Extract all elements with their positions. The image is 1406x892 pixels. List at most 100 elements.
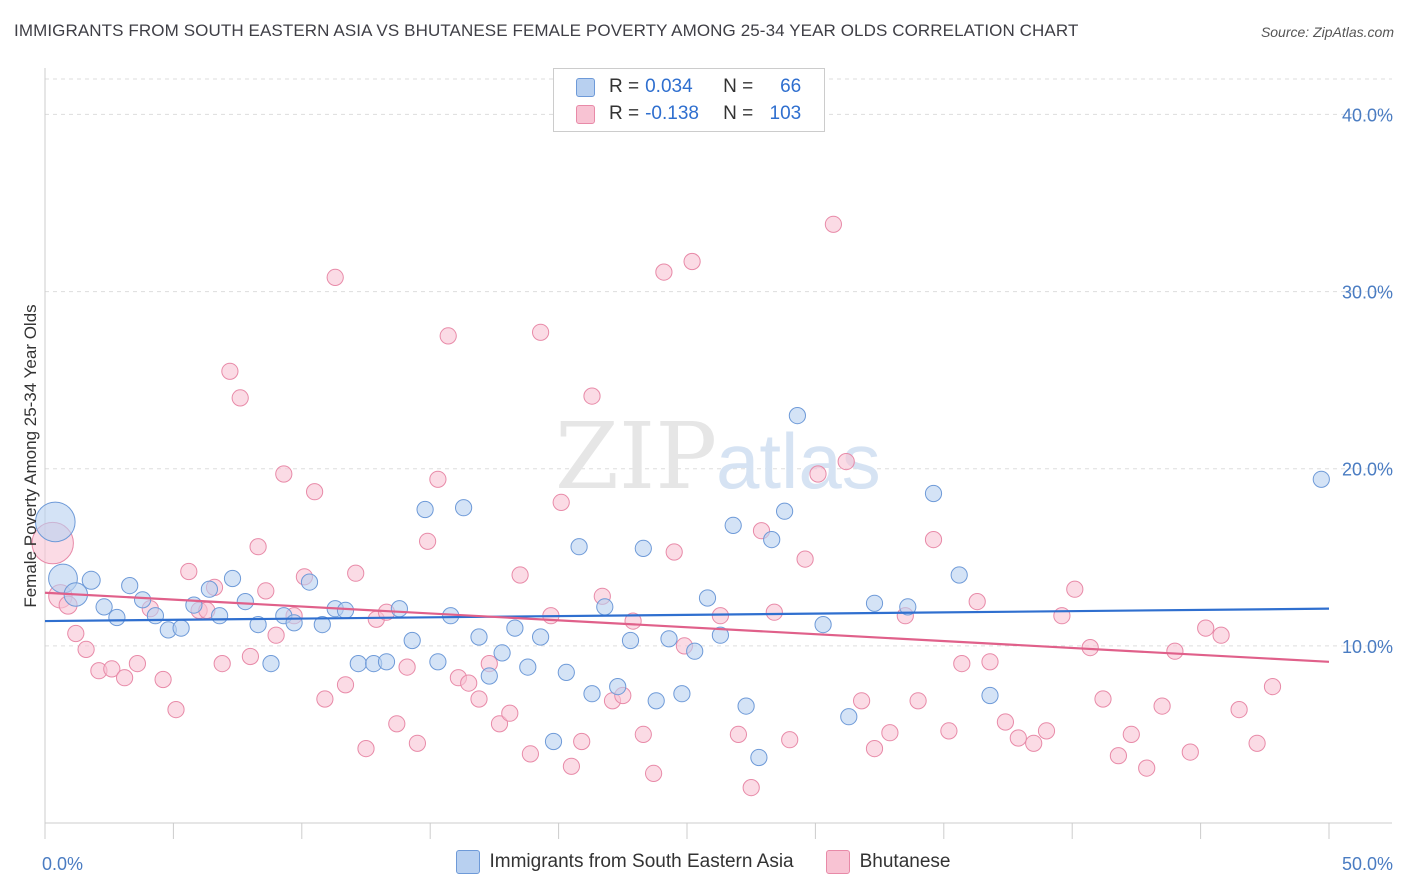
point-bhutanese <box>306 483 324 501</box>
legend-r-label: R = <box>609 76 640 97</box>
point-immigrants <box>35 501 76 543</box>
point-bhutanese <box>573 732 591 751</box>
point-immigrants <box>981 686 999 705</box>
point-bhutanese <box>824 215 843 233</box>
point-immigrants <box>776 502 794 520</box>
point-bhutanese <box>634 725 652 744</box>
point-bhutanese <box>742 779 760 797</box>
point-bhutanese <box>562 757 581 775</box>
point-bhutanese <box>683 252 701 271</box>
point-immigrants <box>570 538 588 556</box>
point-bhutanese <box>388 715 406 733</box>
point-immigrants <box>470 628 488 646</box>
point-bhutanese <box>837 453 855 471</box>
point-immigrants <box>81 570 101 590</box>
point-bhutanese <box>853 692 871 710</box>
point-bhutanese <box>1037 722 1056 740</box>
legend-label-immigrants: Immigrants from South Eastern Asia <box>489 851 794 872</box>
point-immigrants <box>1312 470 1330 488</box>
point-bhutanese <box>241 647 259 666</box>
point-immigrants <box>750 748 768 767</box>
point-immigrants <box>763 531 781 549</box>
point-bhutanese <box>1181 743 1199 761</box>
point-bhutanese <box>357 740 375 758</box>
point-bhutanese <box>1166 642 1184 660</box>
point-bhutanese <box>583 387 601 405</box>
point-bhutanese <box>275 465 293 483</box>
point-immigrants <box>557 663 575 682</box>
watermark-zip: ZIP <box>555 403 717 510</box>
point-immigrants <box>583 685 601 703</box>
point-bhutanese <box>729 725 748 744</box>
point-immigrants <box>108 608 126 627</box>
point-bhutanese <box>67 624 85 643</box>
point-bhutanese <box>398 658 416 676</box>
point-immigrants <box>172 619 190 637</box>
point-bhutanese <box>881 724 899 742</box>
y-tick-label: 10.0% <box>1342 637 1393 657</box>
point-bhutanese <box>429 470 447 488</box>
x-tick-label: 0.0% <box>42 854 83 874</box>
point-immigrants <box>300 573 319 591</box>
point-bhutanese <box>1009 729 1027 747</box>
point-bhutanese <box>765 603 783 621</box>
point-bhutanese <box>865 740 884 758</box>
point-immigrants <box>480 667 498 685</box>
point-bhutanese <box>1066 580 1084 598</box>
legend-n-label: N = <box>723 76 754 97</box>
point-bhutanese <box>336 676 355 694</box>
source-label: Source: ZipAtlas.com <box>1260 24 1394 40</box>
point-immigrants <box>924 484 943 503</box>
y-axis-label: Female Poverty Among 25-34 Year Olds <box>21 304 40 607</box>
point-immigrants <box>211 607 229 625</box>
point-immigrants <box>95 598 113 616</box>
point-immigrants <box>493 644 511 662</box>
legend-swatch-pink <box>576 104 595 124</box>
point-bhutanese <box>154 670 172 689</box>
point-bhutanese <box>316 690 334 708</box>
watermark-atlas: atlas <box>716 417 881 505</box>
point-immigrants <box>429 653 447 671</box>
point-bhutanese <box>1025 734 1043 752</box>
point-bhutanese <box>167 701 185 719</box>
point-immigrants <box>686 642 704 660</box>
point-immigrants <box>349 655 367 673</box>
point-bhutanese <box>1122 725 1140 744</box>
point-immigrants <box>455 499 473 517</box>
point-immigrants <box>249 616 267 634</box>
point-bhutanese <box>1138 759 1156 777</box>
point-bhutanese <box>501 704 519 722</box>
trend-lines <box>44 591 1330 663</box>
point-immigrants <box>950 566 968 584</box>
point-bhutanese <box>711 607 730 625</box>
point-bhutanese <box>1212 626 1230 644</box>
point-bhutanese <box>1197 619 1215 637</box>
legend-r-label: R = <box>609 103 640 124</box>
point-bhutanese <box>1153 697 1171 715</box>
point-immigrants <box>840 708 858 726</box>
point-bhutanese <box>665 543 683 561</box>
legend-n-value: 66 <box>780 76 802 97</box>
gridlines <box>45 78 1392 647</box>
point-immigrants <box>814 616 832 634</box>
point-bhutanese <box>532 323 550 341</box>
legend-swatch-blue <box>576 77 595 97</box>
point-bhutanese <box>511 566 529 584</box>
point-immigrants <box>121 577 139 595</box>
point-bhutanese <box>490 715 509 733</box>
point-bhutanese <box>968 593 986 611</box>
legend-row-pink: R = -0.138 N = 103 <box>576 101 801 127</box>
legend-item-immigrants: Immigrants from South Eastern Asia <box>455 850 794 874</box>
legend-row-blue: R = 0.034 N = 66 <box>576 74 801 100</box>
point-bhutanese <box>981 653 999 671</box>
point-bhutanese <box>1230 701 1248 719</box>
chart-title: IMMIGRANTS FROM SOUTH EASTERN ASIA VS BH… <box>14 21 1079 40</box>
point-immigrants <box>660 630 678 648</box>
point-immigrants <box>673 685 691 703</box>
point-immigrants <box>416 500 434 519</box>
point-immigrants <box>336 601 355 620</box>
legend-r-value: 0.034 <box>645 76 693 97</box>
legend-swatch-bhutanese <box>825 850 850 874</box>
point-immigrants <box>146 607 164 625</box>
